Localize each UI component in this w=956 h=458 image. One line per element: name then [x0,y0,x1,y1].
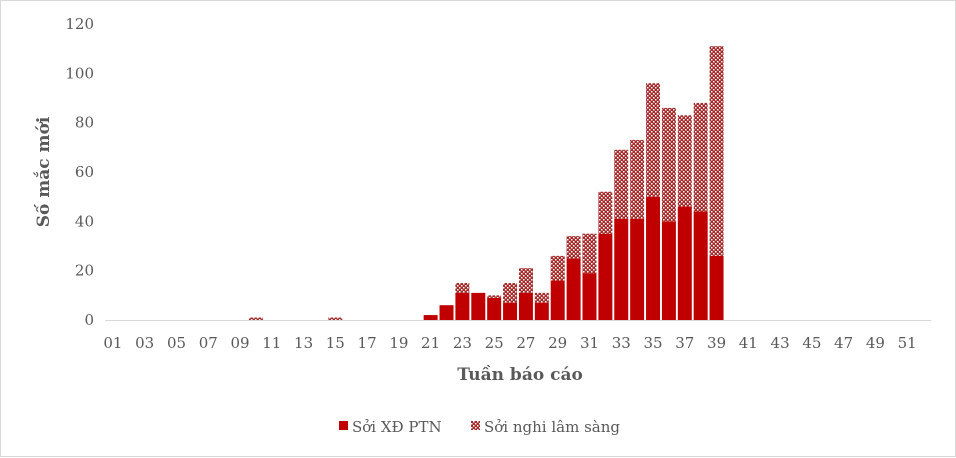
bar-series-1-week-29 [550,280,565,320]
x-tick-label: 43 [771,334,790,352]
bar-series-1-week-23 [455,292,470,320]
bar-series-1-week-37 [677,206,692,320]
bar-series-1-week-25 [487,297,502,320]
legend-label-series-1: Sởi XĐ PTN [352,418,442,436]
y-tick-label: 0 [84,311,94,329]
bar-series-2-week-39 [709,46,724,256]
x-tick-label: 29 [548,334,567,352]
bar-series-2-week-26 [503,283,518,303]
bar-series-1-week-22 [439,305,454,320]
bar-series-1-week-36 [661,221,676,320]
bar-series-1-week-35 [646,196,661,320]
legend-label-series-2: Sởi nghi lâm sàng [484,418,620,436]
bar-series-1-week-26 [503,302,518,320]
bar-series-1-week-27 [518,292,533,320]
y-tick-label: 60 [75,163,94,181]
x-tick-label: 09 [230,334,249,352]
y-tick-label: 20 [75,262,94,280]
x-tick-label: 15 [326,334,345,352]
y-tick-label: 120 [65,15,94,33]
x-tick-label: 01 [103,334,122,352]
x-tick-label: 23 [453,334,472,352]
y-tick-label: 40 [75,212,94,230]
bar-series-2-week-15 [328,317,343,320]
y-tick-label: 100 [65,64,94,82]
bar-series-2-week-29 [550,255,565,281]
x-tick-label: 33 [612,334,631,352]
bar-series-1-week-21 [423,315,438,320]
bar-series-2-week-34 [630,139,645,219]
bar-series-1-week-32 [598,233,613,320]
y-tick-label: 80 [75,114,94,132]
x-tick-label: 37 [675,334,694,352]
x-tick-label: 45 [802,334,821,352]
legend: Sởi XĐ PTN Sởi nghi lâm sàng [339,418,620,436]
x-tick-label: 19 [389,334,408,352]
bar-series-2-week-31 [582,233,597,274]
bar-series-2-week-25 [487,295,502,298]
x-tick-label: 47 [834,334,853,352]
x-tick-label: 51 [898,334,917,352]
x-axis-title: Tuần báo cáo [457,365,583,385]
x-tick-label: 31 [580,334,599,352]
x-tick-label: 05 [167,334,186,352]
bar-series-2-week-30 [566,236,581,259]
legend-swatch-series-1 [339,421,348,430]
bar-series-1-week-31 [582,273,597,320]
bar-series-1-week-30 [566,258,581,320]
bar-series-1-week-33 [614,218,629,320]
x-tick-label: 35 [643,334,662,352]
x-tick-label: 41 [739,334,758,352]
bar-series-1-week-34 [630,218,645,320]
bar-series-2-week-36 [661,107,676,222]
x-tick-label: 07 [199,334,218,352]
bar-series-1-week-39 [709,255,724,320]
x-tick-label: 39 [707,334,726,352]
bar-series-2-week-38 [693,102,708,212]
bar-series-2-week-33 [614,149,629,219]
bar-series-2-week-27 [518,268,533,293]
bar-series-1-week-28 [534,302,549,320]
bar-series-2-week-35 [646,83,661,197]
x-tick-label: 25 [485,334,504,352]
y-axis-title: Số mắc mới [33,116,54,227]
x-tick-label: 27 [516,334,535,352]
bar-series-2-week-32 [598,191,613,234]
bar-series-2-week-28 [534,292,549,303]
bar-series-2-week-23 [455,283,470,293]
x-tick-label: 11 [262,334,281,352]
x-tick-label: 17 [358,334,377,352]
x-tick-label: 49 [866,334,885,352]
x-tick-label: 21 [421,334,440,352]
x-tick-label: 13 [294,334,313,352]
x-tick-label: 03 [135,334,154,352]
bar-series-1-week-38 [693,211,708,320]
legend-swatch-series-2 [471,421,480,430]
bar-series-2-week-37 [677,115,692,207]
bar-series-2-week-10 [248,317,263,320]
bar-series-1-week-24 [471,292,486,320]
